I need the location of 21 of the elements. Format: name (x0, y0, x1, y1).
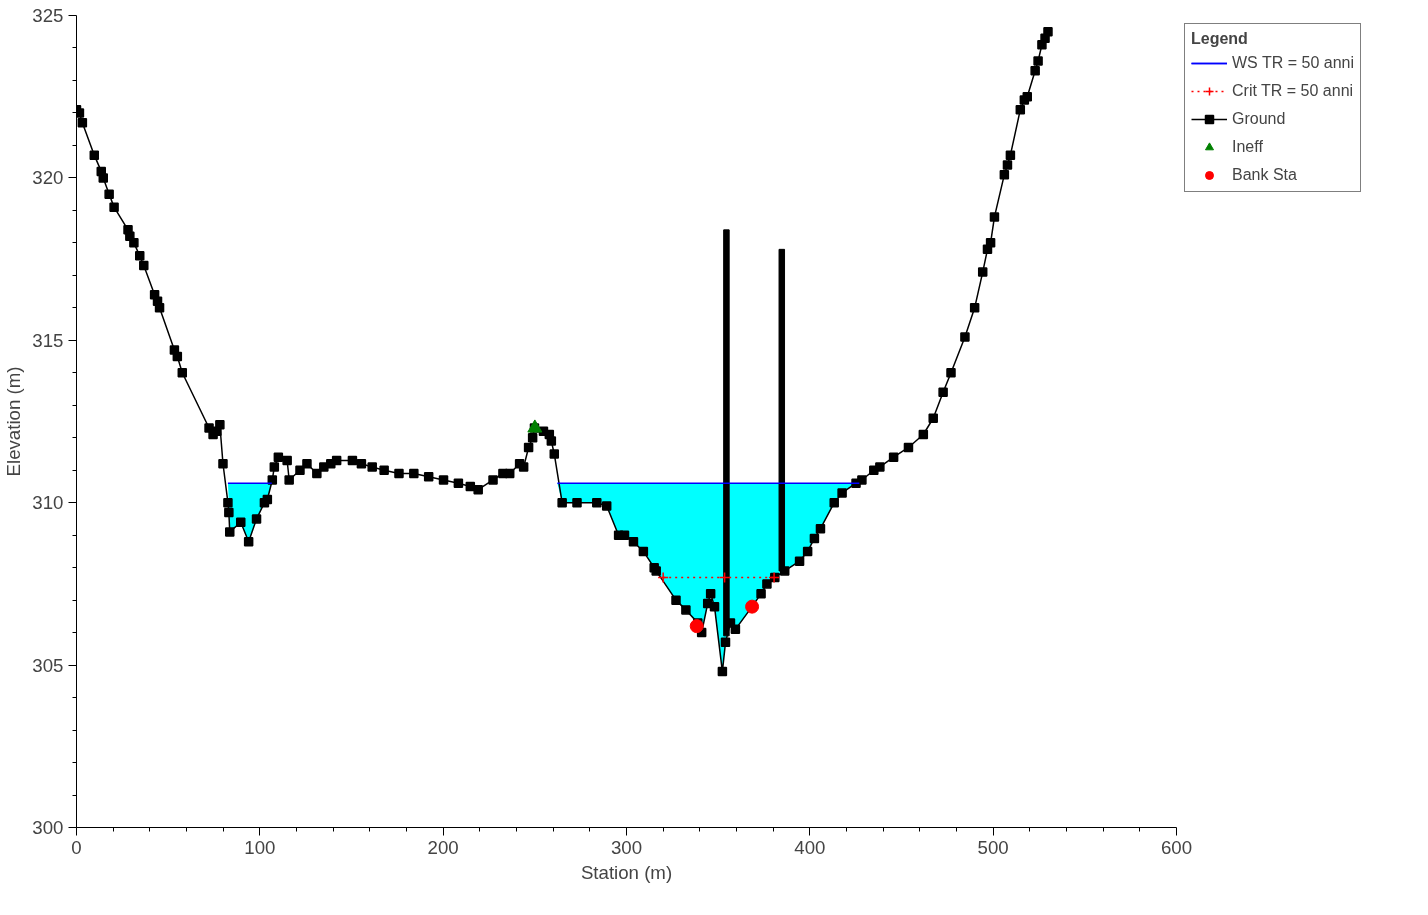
legend-label: Crit TR = 50 anni (1232, 82, 1354, 100)
y-tick-label: 300 (32, 817, 64, 838)
y-axis-title: Elevation (m) (3, 366, 25, 477)
x-tick-label: 200 (427, 836, 459, 858)
legend-label: Ground (1232, 110, 1286, 128)
y-tick-label: 315 (32, 329, 64, 351)
legend-label: Ineff (1232, 138, 1263, 156)
x-tick-label: 300 (610, 836, 643, 858)
x-tick-label: 400 (794, 836, 826, 858)
legend-label: WS TR = 50 anni (1232, 54, 1354, 72)
legend-label: Bank Sta (1232, 166, 1297, 184)
x-tick-label: 600 (1160, 836, 1193, 858)
y-tick-label: 325 (32, 5, 64, 26)
x-tick-label: 500 (977, 836, 1009, 858)
y-tick-label: 310 (32, 492, 64, 514)
x-axis-title: Station (m) (580, 861, 673, 883)
y-tick-label: 305 (32, 654, 64, 676)
x-tick-label: 100 (244, 836, 276, 858)
x-tick-label: 0 (71, 836, 82, 858)
y-tick-label: 320 (32, 167, 64, 189)
legend-title: Legend (1191, 30, 1249, 48)
